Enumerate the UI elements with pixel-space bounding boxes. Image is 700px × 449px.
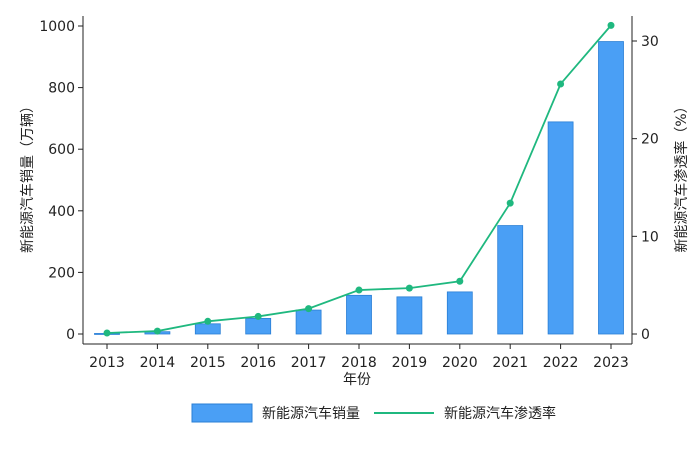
penetration-point — [405, 284, 413, 292]
x-axis-title: 年份 — [343, 372, 371, 388]
y-right-tick-label: 10 — [641, 229, 659, 245]
y-left-tick-label: 600 — [48, 142, 75, 158]
sales-bar — [245, 317, 272, 335]
x-tick-label: 2014 — [140, 355, 176, 371]
x-tick-label: 2017 — [291, 355, 327, 371]
legend-swatch-sales — [191, 403, 253, 423]
sales-bar — [547, 121, 574, 335]
y-left-tick-label: 800 — [48, 81, 75, 97]
sales-bar — [598, 41, 624, 335]
y-axis-left-title: 新能源汽车销量（万辆） — [19, 99, 36, 253]
tick-labels: 0 200 400 600 800 1000 0 10 20 30 2013 2014 2015 2016… — [39, 19, 658, 371]
y-left-tick-label: 1000 — [39, 19, 75, 35]
y-left-tick-label: 0 — [66, 327, 75, 343]
y-left-tick-label: 400 — [48, 204, 75, 220]
x-tick-label: 2020 — [442, 355, 478, 371]
sales-bar — [194, 323, 221, 335]
penetration-point — [254, 312, 262, 320]
x-tick-label: 2018 — [341, 355, 377, 371]
penetration-point — [355, 286, 363, 294]
x-tick-label: 2016 — [240, 355, 276, 371]
y-axis-right-title: 新能源汽车渗透率（%） — [673, 99, 690, 252]
penetration-point — [456, 277, 464, 285]
y-left-tick-label: 200 — [48, 265, 75, 281]
penetration-point — [204, 317, 212, 325]
sales-bar — [396, 296, 423, 335]
penetration-point — [103, 329, 111, 337]
y-right-tick-label: 0 — [641, 327, 650, 343]
legend: 新能源汽车销量 新能源汽车渗透率 — [191, 403, 556, 423]
x-tick-label: 2023 — [593, 355, 629, 371]
x-tick-label: 2022 — [543, 355, 579, 371]
penetration-point — [305, 305, 313, 313]
penetration-point — [607, 21, 615, 29]
x-tick-label: 2013 — [89, 355, 125, 371]
y-right-tick-label: 30 — [641, 34, 659, 50]
legend-label-sales: 新能源汽车销量 — [262, 405, 360, 422]
sales-bar — [346, 294, 372, 335]
x-tick-label: 2021 — [492, 355, 528, 371]
sales-bar — [497, 225, 524, 335]
penetration-point — [557, 80, 565, 88]
sales-bars — [94, 41, 624, 335]
x-tick-label: 2015 — [190, 355, 226, 371]
axes — [78, 16, 637, 349]
penetration-line — [103, 21, 615, 337]
penetration-point — [506, 199, 514, 207]
y-right-tick-label: 20 — [641, 132, 659, 148]
legend-label-penetration: 新能源汽车渗透率 — [444, 405, 556, 422]
sales-bar — [446, 291, 473, 335]
penetration-point — [153, 327, 161, 335]
sales-bar — [295, 309, 322, 335]
x-tick-label: 2019 — [392, 355, 428, 371]
